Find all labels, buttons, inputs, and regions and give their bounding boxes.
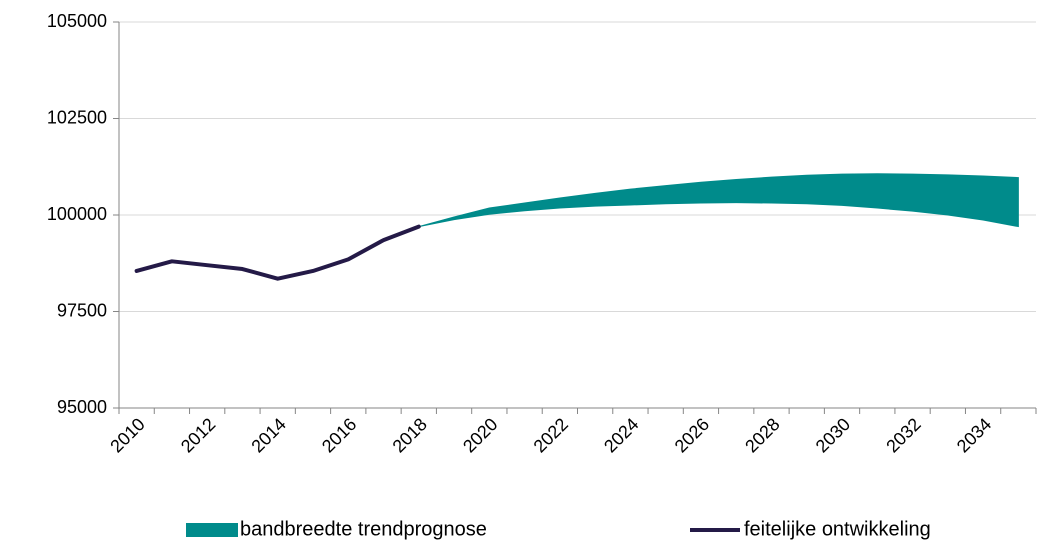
y-tick-label: 102500 xyxy=(47,107,107,127)
legend-label: bandbreedte trendprognose xyxy=(240,518,487,540)
y-tick-label: 105000 xyxy=(47,11,107,31)
legend-label: feitelijke ontwikkeling xyxy=(744,518,931,540)
x-tick-label: 2034 xyxy=(953,414,995,456)
x-tick-label: 2022 xyxy=(530,414,572,456)
x-tick-label: 2024 xyxy=(600,414,642,456)
y-tick-label: 100000 xyxy=(47,204,107,224)
forecast-band xyxy=(418,173,1019,228)
x-tick-label: 2010 xyxy=(106,414,148,456)
x-tick-label: 2014 xyxy=(247,414,289,456)
x-tick-label: 2028 xyxy=(741,414,783,456)
y-tick-label: 95000 xyxy=(57,397,107,417)
x-tick-label: 2032 xyxy=(882,414,924,456)
x-tick-label: 2012 xyxy=(177,414,219,456)
x-tick-label: 2018 xyxy=(389,414,431,456)
y-tick-label: 97500 xyxy=(57,300,107,320)
x-tick-label: 2026 xyxy=(671,414,713,456)
x-tick-label: 2030 xyxy=(812,414,854,456)
x-tick-label: 2016 xyxy=(318,414,360,456)
legend-swatch xyxy=(186,523,238,537)
x-tick-label: 2020 xyxy=(459,414,501,456)
actual-line xyxy=(134,224,421,281)
